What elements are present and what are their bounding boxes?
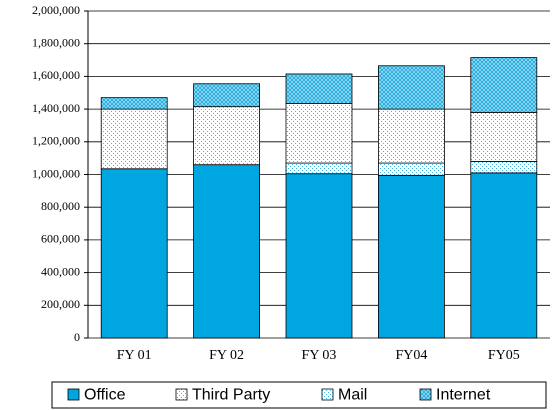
- legend-box: [51, 381, 547, 409]
- y-tick-label: 200,000: [41, 297, 80, 311]
- bar-segment: [100, 97, 168, 110]
- y-tick-label: 2,000,000: [32, 3, 80, 17]
- y-tick-label: 1,000,000: [32, 166, 80, 180]
- bar-segment: [193, 106, 261, 166]
- x-tick-label: FY 01: [117, 348, 152, 363]
- bar-segment: [377, 162, 445, 176]
- bar-segment: [377, 174, 445, 339]
- y-tick-label: 1,600,000: [32, 68, 80, 82]
- legend-label: Mail: [338, 387, 367, 404]
- bar-segment: [285, 102, 353, 164]
- x-tick-label: FY 03: [302, 348, 337, 363]
- bar-segment: [470, 172, 538, 339]
- bar-segment: [285, 73, 353, 104]
- bar-segment: [193, 83, 261, 108]
- bar-segment: [100, 168, 168, 339]
- y-tick-label: 600,000: [41, 232, 80, 246]
- legend-swatch: [67, 388, 80, 401]
- legend-swatch: [321, 388, 334, 401]
- legend-label: Office: [84, 387, 126, 404]
- x-tick-label: FY04: [395, 348, 427, 363]
- x-tick-label: FY05: [488, 348, 520, 363]
- bar-segment: [377, 108, 445, 164]
- y-tick-label: 800,000: [41, 199, 80, 213]
- bar-segment: [193, 164, 261, 339]
- bar-segment: [470, 111, 538, 162]
- y-tick-label: 1,200,000: [32, 134, 80, 148]
- bar-segment: [377, 65, 445, 110]
- legend-swatch: [419, 388, 432, 401]
- y-tick-label: 0: [74, 330, 80, 344]
- y-tick-label: 1,800,000: [32, 35, 80, 49]
- bar-segment: [470, 57, 538, 113]
- bar-segment: [100, 108, 168, 170]
- legend-swatch: [175, 388, 188, 401]
- y-tick-label: 400,000: [41, 264, 80, 278]
- x-tick-label: FY 02: [209, 348, 244, 363]
- legend-label: Internet: [436, 387, 491, 404]
- bar-segment: [470, 161, 538, 174]
- bar-segment: [285, 162, 353, 175]
- y-tick-label: 1,400,000: [32, 101, 80, 115]
- bar-segment: [285, 173, 353, 339]
- legend-label: Third Party: [192, 387, 270, 404]
